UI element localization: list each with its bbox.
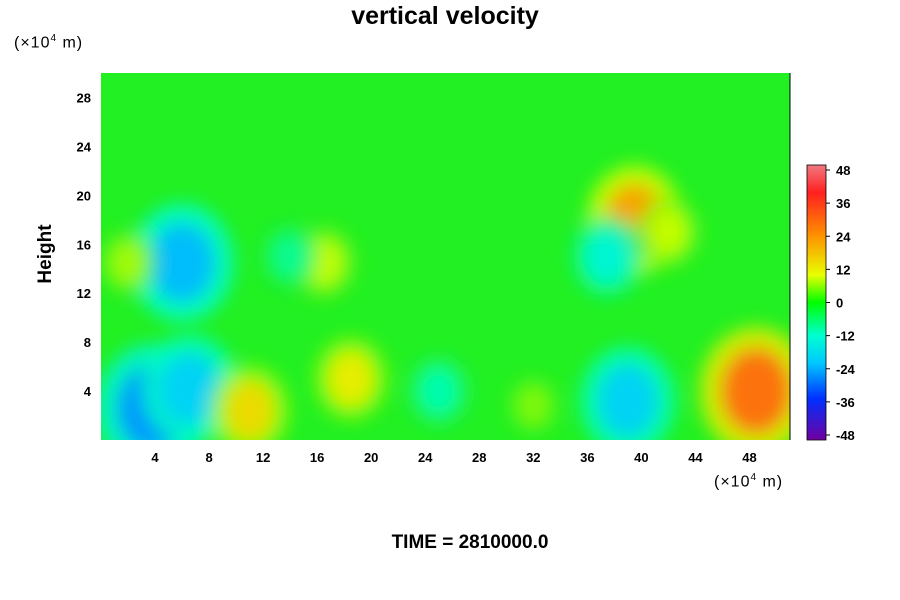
x-tick-label: 48 [742, 450, 756, 465]
colorbar-tick-label: -36 [836, 395, 855, 410]
time-label: TIME = 2810000.0 [391, 532, 549, 553]
colorbar-tick-label: 12 [836, 262, 850, 277]
feature-core [598, 364, 658, 438]
y-tick-label: 16 [77, 237, 91, 252]
colorbar-tick-label: -48 [836, 428, 855, 443]
feature-core [110, 241, 146, 284]
y-tick-label: 8 [84, 335, 91, 350]
colorbar-tick-label: 48 [836, 163, 850, 178]
chart-title: vertical velocity [351, 2, 539, 30]
feature-core [517, 387, 549, 425]
y-tick-label: 12 [77, 286, 91, 301]
x-tick-label: 40 [634, 450, 648, 465]
feature-core [160, 352, 220, 425]
feature-core [649, 209, 688, 256]
y-tick-label: 24 [77, 139, 92, 154]
x-tick-label: 4 [151, 450, 159, 465]
feature-core [272, 235, 308, 278]
x-unit-label: (×104 m) [714, 472, 784, 491]
feature-core [721, 348, 790, 434]
y-tick-label: 4 [84, 384, 92, 399]
feature-core [328, 351, 374, 407]
colorbar-tick-label: 0 [836, 296, 843, 311]
colorbar-tick-label: 36 [836, 196, 850, 211]
feature-core [225, 381, 275, 440]
x-tick-label: 12 [256, 450, 270, 465]
colorbar-tick-label: 24 [836, 229, 851, 244]
x-tick-label: 44 [688, 450, 703, 465]
feature-core [585, 229, 631, 284]
colorbar-tick-label: -12 [836, 329, 855, 344]
colorbar-tick-label: -24 [836, 362, 856, 377]
x-tick-label: 32 [526, 450, 540, 465]
feature-core [149, 223, 215, 303]
feature-core [419, 368, 458, 415]
x-tick-label: 8 [205, 450, 212, 465]
y-unit-label: (×104 m) [14, 33, 84, 52]
x-tick-label: 36 [580, 450, 594, 465]
x-tick-label: 24 [418, 450, 433, 465]
x-tick-label: 20 [364, 450, 378, 465]
y-tick-label: 20 [77, 188, 91, 203]
colorbar [806, 164, 827, 441]
y-tick-label: 28 [77, 90, 91, 105]
x-tick-label: 16 [310, 450, 324, 465]
x-tick-label: 28 [472, 450, 486, 465]
